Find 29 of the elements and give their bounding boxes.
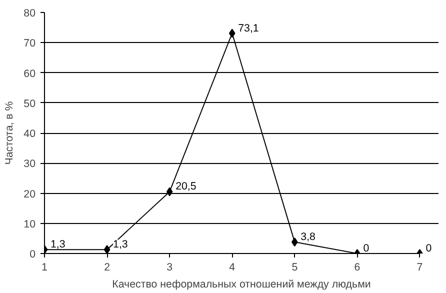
y-tick-label: 20 bbox=[24, 188, 36, 200]
data-label: 1,3 bbox=[50, 238, 66, 251]
data-label: 73,1 bbox=[238, 22, 259, 34]
x-tick-label: 6 bbox=[354, 262, 360, 274]
x-tick-label: 5 bbox=[292, 262, 298, 274]
x-tick-label: 2 bbox=[104, 262, 110, 274]
data-label: 3,8 bbox=[300, 231, 316, 244]
y-axis-title: Частота, в % bbox=[4, 100, 16, 165]
point bbox=[228, 28, 236, 38]
x-tick-label: 3 bbox=[166, 262, 173, 274]
y-tick-label: 70 bbox=[24, 38, 36, 50]
point bbox=[104, 245, 110, 254]
data-label: 1,3 bbox=[113, 238, 128, 251]
y-tick-label: 60 bbox=[24, 68, 36, 80]
x-tick-label: 7 bbox=[416, 262, 423, 274]
y-tick-label: 50 bbox=[24, 98, 36, 110]
y-tick-label: 10 bbox=[24, 218, 36, 230]
y-tick-label: 40 bbox=[24, 128, 36, 140]
x-tick-label: 4 bbox=[229, 262, 236, 274]
x-tick-label: 1 bbox=[42, 262, 48, 274]
data-label: 0 bbox=[363, 242, 370, 254]
y-tick-label: 30 bbox=[24, 158, 36, 170]
y-tick-label: 0 bbox=[30, 248, 36, 260]
data-label: 20,5 bbox=[176, 180, 196, 193]
y-tick-label: 80 bbox=[24, 8, 36, 20]
data-label: 0 bbox=[426, 242, 432, 254]
point bbox=[291, 238, 298, 247]
point bbox=[166, 187, 173, 196]
x-axis-title: Качество неформальных отношений между людьми bbox=[112, 278, 371, 290]
